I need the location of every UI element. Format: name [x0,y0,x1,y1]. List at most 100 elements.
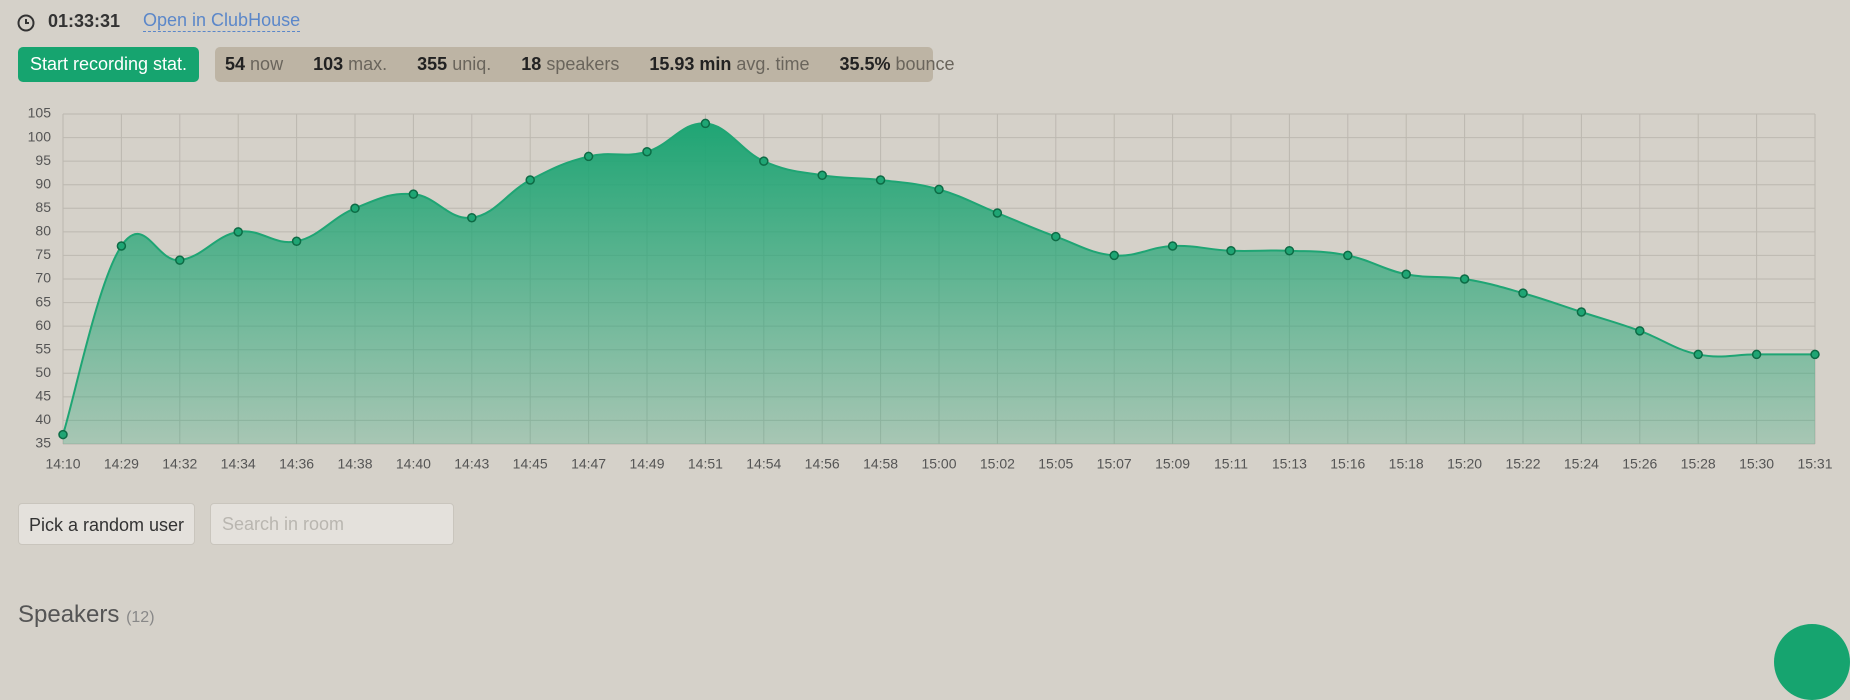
point [1459,274,1470,284]
stat-value: 35.5% [839,54,891,74]
point [700,118,711,129]
point [1635,326,1645,336]
x-tick-label: 14:45 [513,456,548,472]
y-tick-label: 40 [35,411,51,427]
point [1284,245,1295,256]
clock-icon [17,14,35,32]
stat-value: 15.93 min [649,54,732,74]
stat-label: now [250,54,284,74]
point [1576,307,1587,317]
point [175,255,185,265]
point [875,175,886,185]
point [992,208,1003,218]
x-tick-label: 15:16 [1330,456,1365,472]
section-name: Speakers [18,601,120,628]
point [1343,250,1353,261]
x-tick-label: 15:30 [1739,456,1774,472]
y-tick-label: 80 [35,223,51,239]
x-tick-label: 14:51 [688,456,723,472]
stat-label: uniq. [452,54,492,74]
point [583,151,594,162]
x-tick-label: 15:11 [1214,456,1248,472]
stat: 18 speakers [521,54,619,75]
stat-label: speakers [546,54,620,74]
random-user-button[interactable]: Pick a random user [18,503,195,545]
x-tick-label: 15:28 [1681,456,1716,472]
x-tick-label: 14:43 [454,456,489,472]
stat-value: 355 [417,54,448,74]
stat-value: 54 [225,54,246,74]
fab-button[interactable] [1774,624,1850,700]
y-tick-label: 85 [35,199,51,215]
x-tick-label: 15:18 [1389,456,1424,472]
stat: 103 max. [313,54,387,75]
y-tick-label: 50 [35,364,51,380]
y-tick-label: 65 [35,293,51,309]
x-tick-label: 15:07 [1097,456,1132,472]
x-tick-label: 14:10 [45,456,80,472]
x-tick-label: 14:49 [629,456,664,472]
stat: 355 uniq. [417,54,491,75]
x-tick-label: 15:05 [1038,456,1073,472]
stat-label: bounce [895,54,955,74]
stat: 54 now [225,54,283,75]
point [1518,288,1528,298]
timer: 01:33:31 [48,11,121,31]
stat-label: avg. time [736,54,810,74]
section-count: (12) [126,609,155,626]
stat: 15.93 min avg. time [649,54,809,75]
x-tick-label: 14:38 [337,456,372,472]
point [759,156,769,166]
y-tick-label: 75 [35,246,51,262]
x-tick-label: 15:26 [1622,456,1657,472]
section-title: Speakers (12) [18,601,155,629]
point [1751,349,1762,360]
x-tick-label: 14:54 [746,456,781,472]
y-tick-label: 100 [28,128,52,144]
y-tick-label: 90 [35,175,51,191]
stat-label: max. [348,54,388,74]
point [350,203,360,214]
point [1051,231,1061,242]
record-button[interactable]: Start recording stat. [18,47,199,82]
y-tick-label: 60 [35,317,51,333]
x-tick-label: 14:47 [571,456,606,472]
x-tick-label: 14:29 [104,456,139,472]
x-tick-label: 14:56 [805,456,840,472]
stat-value: 103 [313,54,344,74]
x-tick-label: 14:32 [162,456,197,472]
point [642,146,652,157]
x-tick-label: 15:31 [1797,456,1832,472]
x-tick-label: 15:22 [1505,456,1540,472]
point [116,241,127,251]
x-tick-label: 15:02 [980,456,1015,472]
x-tick-label: 14:40 [396,456,431,472]
x-tick-label: 14:36 [279,456,314,472]
point [1693,349,1703,360]
point [467,212,477,223]
x-tick-label: 14:34 [221,456,256,472]
point [525,175,535,185]
y-tick-label: 45 [35,388,51,404]
stats-bar: 54 now 103 max. 355 uniq. 18 speakers 15.93 … [215,47,955,82]
y-tick-label: 55 [35,340,51,356]
y-tick-label: 70 [35,270,51,286]
point [817,170,827,181]
y-tick-label: 95 [35,152,51,168]
point [291,236,302,247]
x-tick-label: 15:24 [1564,456,1599,472]
search-input[interactable]: Search in room [210,503,454,545]
y-tick-label: 105 [28,105,52,121]
y-tick-label: 35 [35,435,51,451]
stat: 35.5% bounce [839,54,954,75]
stat-value: 18 [521,54,542,74]
x-tick-label: 15:20 [1447,456,1482,472]
point [233,227,243,237]
open-link[interactable]: Open in ClubHouse [143,10,301,32]
point [1167,241,1178,251]
point [1401,269,1411,280]
point [1109,250,1119,261]
page: 01:33:31 Open in ClubHouse Start recordi… [17,10,1850,700]
x-tick-label: 14:58 [863,456,898,472]
point [1226,245,1236,256]
